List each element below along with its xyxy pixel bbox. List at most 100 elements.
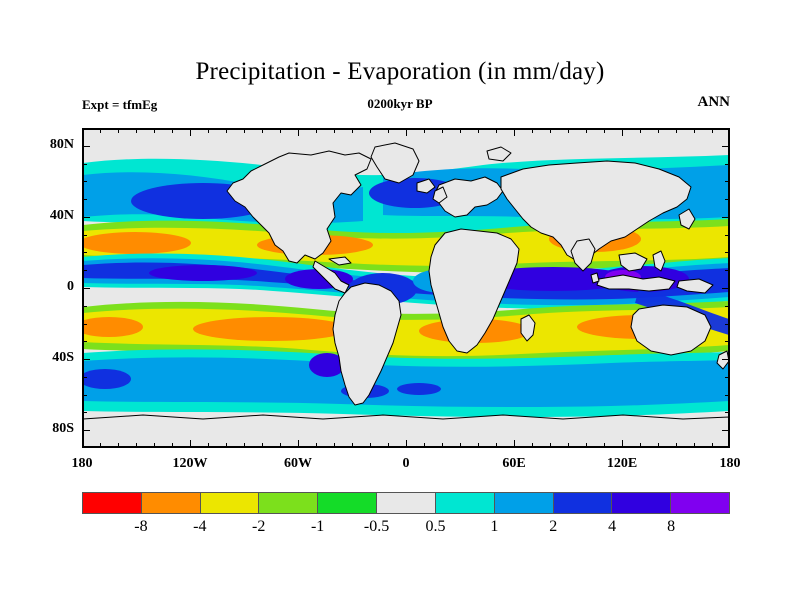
tick-mark — [82, 395, 87, 396]
tick-mark — [496, 443, 497, 448]
tick-mark — [725, 395, 730, 396]
tick-mark — [712, 128, 713, 133]
tick-mark — [82, 164, 87, 165]
tick-mark — [725, 306, 730, 307]
tick-mark — [298, 440, 299, 448]
tick-mark — [208, 443, 209, 448]
tick-mark — [722, 359, 730, 360]
experiment-label: Expt = tfmEg — [82, 97, 158, 112]
page-title: Precipitation - Evaporation (in mm/day) — [195, 58, 605, 85]
tick-mark — [725, 252, 730, 253]
tick-mark — [725, 377, 730, 378]
y-tick-label: 40S — [52, 350, 74, 366]
tick-mark — [226, 128, 227, 133]
colorbar-band — [141, 493, 201, 513]
tick-mark — [604, 128, 605, 133]
tick-mark — [352, 128, 353, 133]
tick-mark — [262, 443, 263, 448]
tick-mark — [622, 440, 623, 448]
tick-mark — [658, 128, 659, 133]
tick-mark — [550, 128, 551, 133]
tick-mark — [154, 128, 155, 133]
colorbar-tick-label: 2 — [549, 518, 558, 535]
tick-mark — [190, 128, 191, 136]
tick-mark — [725, 412, 730, 413]
colorbar-band — [259, 493, 319, 513]
tick-mark — [244, 443, 245, 448]
tick-mark — [370, 128, 371, 133]
x-tick-label: 120W — [172, 456, 208, 471]
tick-mark — [676, 128, 677, 133]
colorbar-tick-label: -8 — [134, 518, 148, 535]
tick-mark — [118, 443, 119, 448]
tick-mark — [334, 128, 335, 133]
colorbar-tick-label: -2 — [252, 518, 266, 535]
tick-mark — [172, 128, 173, 133]
tick-mark — [136, 443, 137, 448]
x-tick-label: 0 — [402, 456, 410, 471]
tick-mark — [82, 252, 87, 253]
colorbar-band — [377, 493, 436, 513]
tick-mark — [82, 217, 90, 218]
tick-mark — [442, 128, 443, 133]
tick-mark — [568, 443, 569, 448]
tick-mark — [316, 128, 317, 133]
colorbar-tick-label: 1 — [490, 518, 499, 535]
x-tick-label: 180 — [719, 456, 741, 471]
tick-mark — [352, 443, 353, 448]
colorbar-band — [83, 493, 142, 513]
tick-mark — [370, 443, 371, 448]
tick-mark — [82, 270, 87, 271]
colorbar-tick-label: -1 — [310, 518, 325, 535]
colorbar-band — [200, 493, 260, 513]
x-tick-label: 60E — [502, 456, 526, 471]
tick-mark — [154, 443, 155, 448]
tick-mark — [82, 359, 90, 360]
tick-mark — [82, 430, 90, 431]
season-label: ANN — [697, 94, 731, 110]
chart-subtitle: 0200kyr BP — [367, 96, 433, 111]
tick-mark — [725, 270, 730, 271]
tick-mark — [82, 146, 90, 147]
tick-mark — [82, 324, 87, 325]
tick-mark — [694, 128, 695, 133]
x-tick-label: 60W — [284, 456, 312, 471]
tick-mark — [725, 164, 730, 165]
colorbar — [82, 492, 730, 514]
tick-mark — [725, 181, 730, 182]
tick-mark — [568, 128, 569, 133]
tick-mark — [82, 288, 90, 289]
colorbar-band — [671, 493, 729, 513]
tick-mark — [136, 128, 137, 133]
tick-mark — [640, 443, 641, 448]
x-tick-label: 120E — [606, 456, 638, 471]
tick-mark — [460, 443, 461, 448]
colorbar-band — [318, 493, 378, 513]
tick-mark — [604, 443, 605, 448]
colorbar-band — [612, 493, 672, 513]
colorbar-band — [553, 493, 613, 513]
tick-mark — [262, 128, 263, 133]
tick-mark — [514, 128, 515, 136]
tick-mark — [82, 341, 87, 342]
tick-mark — [640, 128, 641, 133]
map-plot-area — [82, 128, 730, 448]
tick-mark — [280, 443, 281, 448]
tick-mark — [100, 443, 101, 448]
tick-mark — [280, 128, 281, 133]
tick-mark — [622, 128, 623, 136]
y-tick-label: 0 — [67, 279, 74, 294]
tick-mark — [722, 217, 730, 218]
tick-mark — [722, 430, 730, 431]
tick-mark — [388, 128, 389, 133]
y-tick-label: 40N — [49, 207, 74, 223]
colorbar-band — [435, 493, 495, 513]
tick-mark — [514, 440, 515, 448]
tick-mark — [244, 128, 245, 133]
tick-mark — [442, 443, 443, 448]
tick-mark — [298, 128, 299, 136]
tick-mark — [550, 443, 551, 448]
tick-mark — [82, 235, 87, 236]
tick-mark — [82, 181, 87, 182]
